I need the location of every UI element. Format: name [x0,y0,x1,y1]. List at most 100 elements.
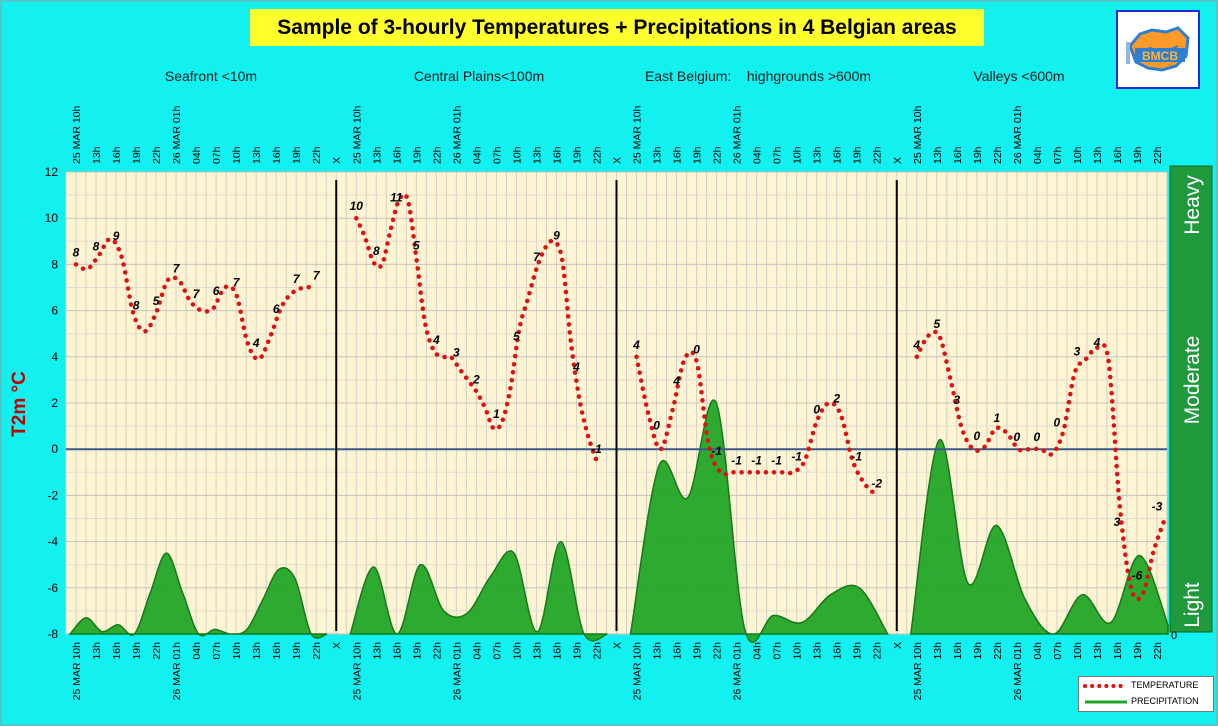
temperature-label: 4 [912,338,920,352]
x-tick-label-top: 13h [531,146,543,164]
temperature-series [354,191,599,464]
intensity-label: Light [1181,582,1204,628]
x-tick-label-bottom: 16h [391,642,403,660]
temperature-label: 3 [953,393,960,407]
x-tick-label-top: 22h [151,146,163,164]
x-tick-label-bottom: 22h [992,642,1004,660]
x-tick-label-top: 26 MAR 01h [1012,105,1024,164]
temperature-label: 3 [1074,345,1081,359]
x-tick-label-top: 22h [872,146,884,164]
temperature-label: 0 [1014,430,1021,444]
y-axis-label: T2m °C [9,371,30,437]
separator-label-top: X [331,157,343,164]
x-tick-label-top: 07h [491,146,503,164]
x-tick-label-top: 13h [652,146,664,164]
temperature-label: 7 [173,262,181,276]
x-tick-label-top: 22h [311,146,323,164]
x-tick-label-top: 26 MAR 01h [171,105,183,164]
x-tick-label-top: 25 MAR 10h [71,105,83,164]
x-tick-label-bottom: 07h [772,642,784,660]
x-tick-label-top: 25 MAR 10h [632,105,644,164]
temperature-label: 0 [813,402,820,416]
x-tick-label-bottom: 19h [852,642,864,660]
x-tick-label-bottom: 16h [1112,642,1124,660]
x-tick-label-top: 19h [972,146,984,164]
x-tick-label-top: 07h [211,146,223,164]
x-tick-label-top: 13h [91,146,103,164]
temperature-label: 3 [1114,515,1121,529]
temperature-label: 1 [493,407,500,421]
x-tick-label-bottom: 13h [1092,642,1104,660]
x-tick-label-bottom: 13h [531,642,543,660]
x-tick-label-bottom: 22h [431,642,443,660]
area-titles: Seafront <10m Central Plains<100m East Bel… [165,68,1065,84]
x-tick-label-bottom: 13h [932,642,944,660]
y-tick-label: 6 [51,304,58,318]
x-tick-label-top: 10h [792,146,804,164]
x-tick-label-top: 10h [511,146,523,164]
temperature-label: 8 [373,244,380,258]
x-tick-label-top: 25 MAR 10h [351,105,363,164]
x-tick-label-top: 26 MAR 01h [732,105,744,164]
x-tick-label-top: 16h [391,146,403,164]
temperature-label: 7 [233,275,241,289]
temperature-label: 4 [632,338,640,352]
x-tick-label-top: 16h [952,146,964,164]
y-tick-label: 0 [51,442,58,456]
x-tick-label-top: 16h [111,146,123,164]
x-tick-label-top: 13h [251,146,263,164]
x-tick-label-top: 10h [1072,146,1084,164]
x-tick-label-bottom: 25 MAR 10h [71,642,83,701]
y-tick-label: -8 [47,627,58,641]
temperature-series [914,329,1168,602]
y-tick-label: -2 [47,488,58,502]
intensity-label: Moderate [1181,336,1204,425]
x-tick-label-bottom: 16h [832,642,844,660]
y-tick-label: 4 [51,350,58,364]
temperature-label: 0 [1054,416,1061,430]
x-tick-label-top: 04h [752,146,764,164]
x-tick-label-bottom: 13h [652,642,664,660]
temperature-label: -6 [1132,568,1143,582]
area-title: Central Plains<100m [414,68,544,84]
x-tick-label-top: 13h [1092,146,1104,164]
temperature-label: 0 [653,419,660,433]
temperature-label: 7 [533,250,541,264]
x-tick-label-bottom: 19h [411,642,423,660]
temperature-label: 4 [572,360,580,374]
legend: TEMPERATURE PRECIPITATION [1078,676,1214,712]
temperature-label: 0 [1034,430,1041,444]
svg-text:BMCB: BMCB [1142,49,1178,63]
temperature-layer [73,191,1168,602]
x-tick-label-top: 07h [772,146,784,164]
x-tick-label-top: 25 MAR 10h [912,105,924,164]
temperature-label: 5 [413,238,420,252]
x-tick-label-top: 07h [1052,146,1064,164]
x-tick-label-bottom: 10h [1072,642,1084,660]
y-tick-label: 12 [45,165,59,179]
x-tick-label-bottom: 22h [311,642,323,660]
x-tick-label-top: 22h [431,146,443,164]
x-tick-label-bottom: 04h [1032,642,1044,660]
area-title: Valleys <600m [973,68,1064,84]
x-tick-label-top: 16h [271,146,283,164]
temperature-label: 4 [432,333,440,347]
temperature-label: 0 [693,342,700,356]
bmcb-logo-graphic: BMCB [1126,26,1190,72]
x-tick-labels: 25 MAR 10h 25 MAR 10h 13h 13h 16h 16h 19h 19h 22… [71,105,1164,700]
x-tick-label-bottom: 07h [1052,642,1064,660]
legend-precipitation-swatch [1085,700,1127,704]
temperature-label: 11 [390,191,403,205]
temperature-label: -2 [871,476,882,490]
temperature-label: 4 [1093,335,1101,349]
separator-label-bottom: X [612,642,624,649]
x-tick-label-bottom: 10h [511,642,523,660]
separator-label-top: X [892,157,904,164]
x-tick-label-bottom: 22h [151,642,163,660]
precipitation-area [909,439,1169,635]
